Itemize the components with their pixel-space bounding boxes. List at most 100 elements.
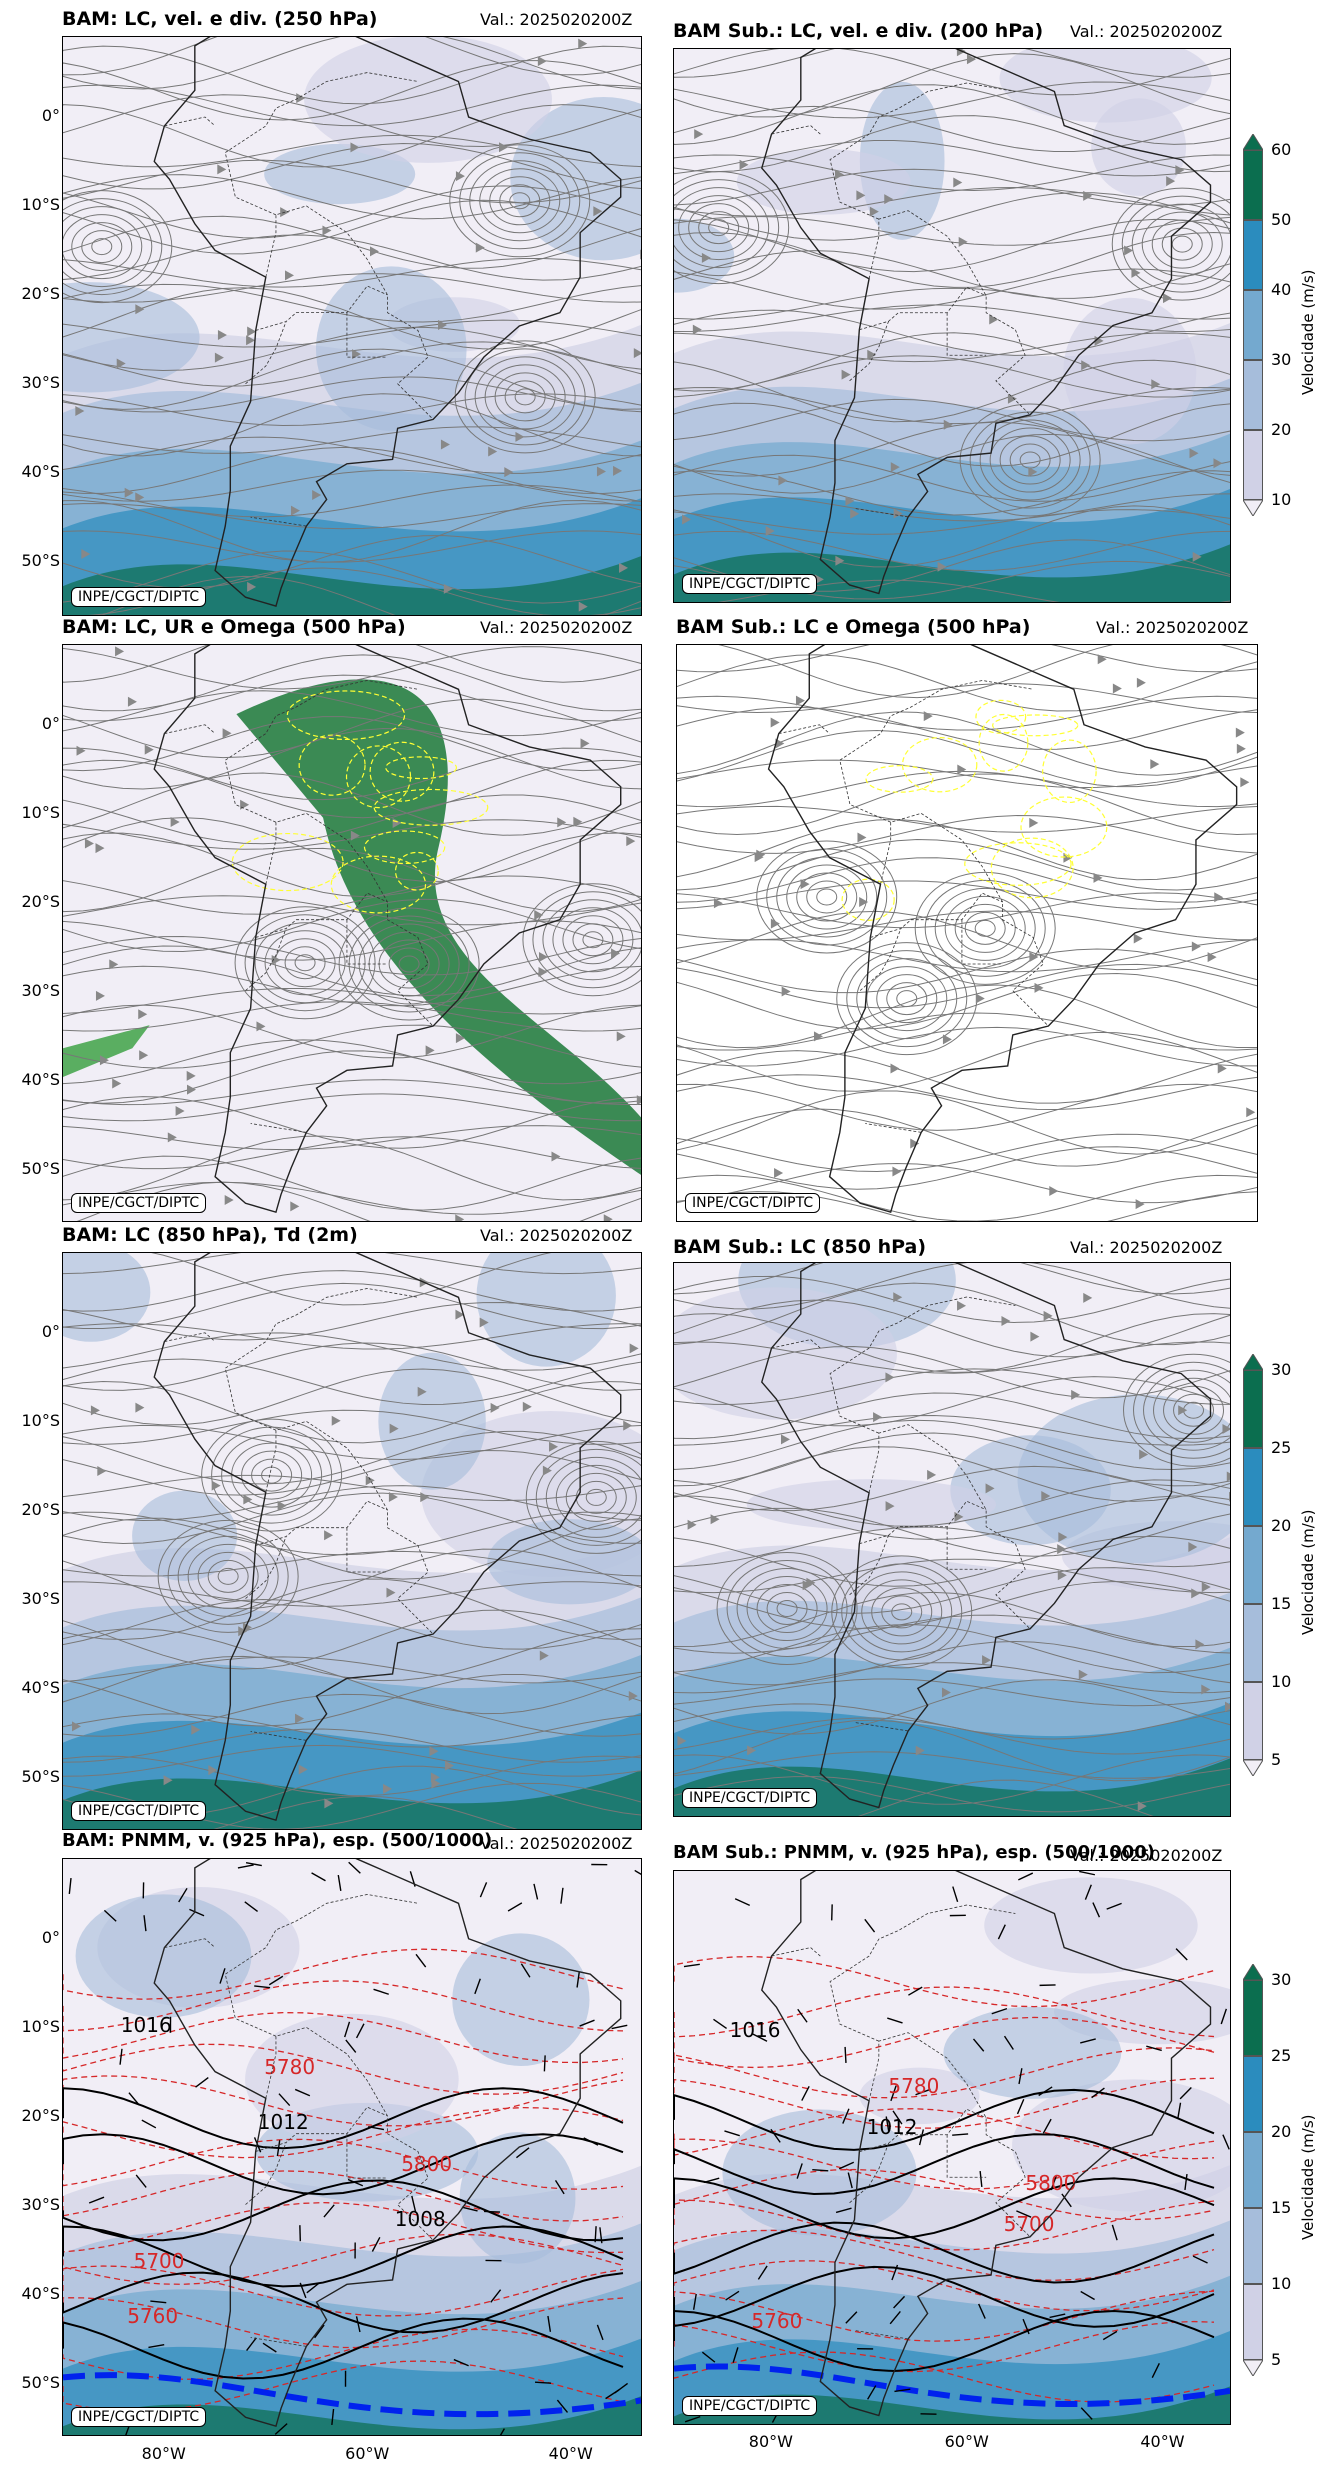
wind-barb xyxy=(515,2147,530,2159)
wind-barb xyxy=(1018,1872,1034,1881)
stream-arrow xyxy=(1225,1701,1230,1712)
streamline xyxy=(284,946,326,980)
speed-band xyxy=(63,1770,641,1829)
streamline xyxy=(674,1717,1230,1755)
colorbar-segment xyxy=(1243,219,1263,290)
stream-arrow xyxy=(135,1402,145,1413)
stream-arrow xyxy=(966,54,976,65)
wind-barb xyxy=(801,2085,810,2101)
wind-barb xyxy=(1220,2008,1228,2025)
country-border xyxy=(265,1420,434,1635)
stream-arrow xyxy=(1133,933,1143,944)
stream-arrow xyxy=(127,696,137,707)
stream-arrow xyxy=(927,1469,937,1480)
wind-barb xyxy=(254,1985,271,1989)
wind-barb xyxy=(461,2206,478,2212)
stream-arrow xyxy=(957,764,967,775)
map-svg xyxy=(63,37,641,615)
streamline xyxy=(63,1578,641,1641)
stream-arrow xyxy=(1083,1292,1093,1303)
streamline xyxy=(674,1465,1230,1512)
speed-blob xyxy=(132,1490,238,1581)
colorbar-segment xyxy=(1243,2131,1263,2208)
stream-arrow xyxy=(1029,951,1039,962)
colorbar-extend-max xyxy=(1243,1964,1263,1980)
streamline xyxy=(63,1550,641,1577)
wind-barb xyxy=(978,2303,986,2319)
stream-arrow xyxy=(687,1519,697,1530)
wind-barb xyxy=(68,1877,72,1895)
stream-arrow xyxy=(1195,1639,1205,1650)
wind-barb xyxy=(262,2342,277,2353)
streamline xyxy=(565,1472,627,1522)
omega-contour xyxy=(373,788,489,826)
stream-arrow xyxy=(488,446,498,457)
wind-barb xyxy=(88,2196,105,2204)
lon-tick-label: 80°W xyxy=(141,2444,186,2463)
omega-contour xyxy=(964,842,1072,886)
stream-arrow xyxy=(578,601,588,612)
streamline xyxy=(63,772,641,836)
streamline xyxy=(63,1485,641,1522)
pressure-isobar xyxy=(63,2317,624,2380)
lon-tick-label: 80°W xyxy=(748,2432,793,2451)
streamline xyxy=(846,950,968,1048)
streamline xyxy=(1151,219,1213,269)
streamline xyxy=(674,1507,1230,1557)
omega-contour xyxy=(901,737,978,793)
streamline xyxy=(63,94,641,148)
map-panel: 1016 1012 1008 5760 5780 5800 5700 INPE/CGCT/DI… xyxy=(62,1858,642,2436)
country-border xyxy=(250,516,307,527)
streamline xyxy=(63,1409,641,1445)
wind-barb xyxy=(276,2140,281,2157)
wind-barb xyxy=(724,2130,740,2137)
thickness-contour xyxy=(63,2106,624,2159)
stream-arrow xyxy=(1083,190,1093,201)
country-border xyxy=(255,892,388,938)
stream-arrow xyxy=(770,717,780,728)
wind-barb xyxy=(842,2108,850,2124)
speed-blob xyxy=(264,143,416,205)
country-border xyxy=(870,892,1003,938)
valid-time: Val.: 2025020200Z xyxy=(480,618,633,637)
streamline xyxy=(674,192,1230,241)
stream-arrow xyxy=(982,1655,992,1666)
streamline xyxy=(677,1031,1257,1092)
streamline xyxy=(726,1560,848,1658)
stream-arrow xyxy=(975,993,985,1004)
streamline xyxy=(63,37,641,76)
lon-tick-label: 60°W xyxy=(944,2432,989,2451)
country-border xyxy=(829,1904,1016,2042)
streamline xyxy=(572,923,614,957)
country-border xyxy=(946,2134,987,2178)
streamline xyxy=(934,887,1036,969)
map-svg xyxy=(63,645,641,1221)
wind-barb xyxy=(752,2033,768,2042)
wind-barb xyxy=(1022,2318,1030,2335)
colorbar-segment xyxy=(1243,429,1263,500)
streamline xyxy=(63,234,641,281)
streamline xyxy=(674,309,1230,356)
stream-arrow xyxy=(243,1494,253,1505)
colorbar-tick: 15 xyxy=(1271,2197,1292,2217)
stream-arrow xyxy=(915,1745,925,1756)
stream-arrow xyxy=(1217,1063,1227,1074)
speed-blob xyxy=(304,37,552,163)
wind-barb xyxy=(1092,1902,1101,1918)
valid-time: Val.: 2025020200Z xyxy=(1070,1238,1223,1257)
stream-arrow xyxy=(1049,1185,1059,1196)
stream-arrow xyxy=(775,738,785,749)
country-border xyxy=(346,312,388,358)
stream-arrow xyxy=(388,1491,398,1502)
wind-barb xyxy=(889,2310,901,2325)
stream-arrow xyxy=(677,1735,687,1746)
stream-arrow xyxy=(629,1343,639,1354)
coastline xyxy=(761,1871,1212,2417)
streamline xyxy=(674,454,1230,502)
stream-arrow xyxy=(1240,777,1250,788)
country-border xyxy=(880,812,1049,1027)
streamline xyxy=(499,184,541,218)
streamline xyxy=(167,1527,289,1625)
stream-arrow xyxy=(370,246,380,257)
stream-arrow xyxy=(331,1415,341,1426)
